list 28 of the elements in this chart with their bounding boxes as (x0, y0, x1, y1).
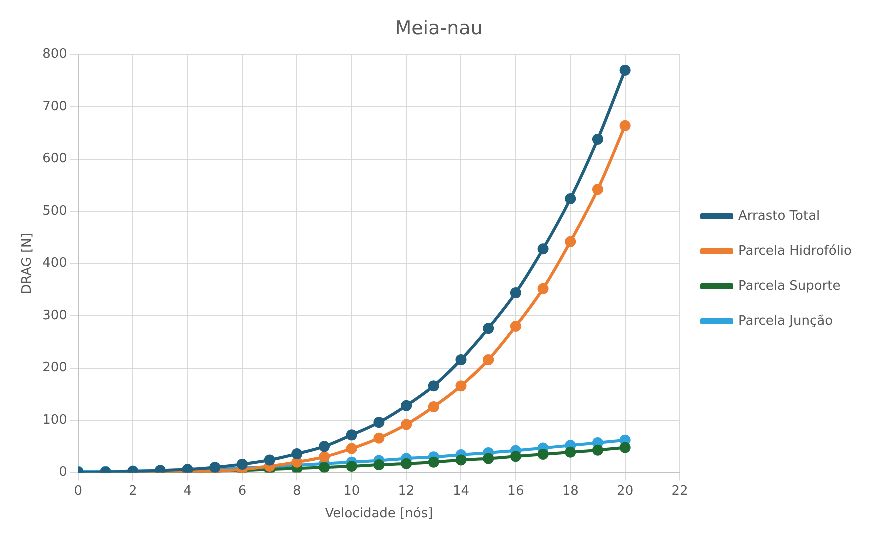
x-tick-label: 6 (238, 484, 247, 499)
y-tick-label: 100 (42, 412, 68, 428)
x-tick-label: 8 (293, 484, 302, 499)
y-tick-label: 800 (42, 47, 68, 62)
x-tick-label: 20 (617, 484, 634, 499)
x-tick-label: 0 (74, 484, 83, 499)
chart-title: Meia-nau (395, 17, 483, 40)
y-tick-label: 600 (42, 152, 68, 167)
x-tick-label: 2 (128, 484, 138, 499)
x-tick-label: 22 (672, 484, 688, 499)
y-tick-label: 400 (42, 256, 68, 272)
x-tick-label: 16 (508, 484, 524, 499)
x-tick-label: 12 (398, 484, 415, 499)
legend-label: Parcela Hidrofólio (738, 244, 852, 259)
x-tick-label: 18 (562, 484, 579, 499)
y-tick-label: 500 (42, 204, 68, 219)
y-tick-label: 300 (42, 308, 68, 324)
y-tick-label: 200 (42, 360, 68, 376)
x-tick-label: 4 (184, 484, 192, 499)
x-tick-label: 10 (344, 484, 360, 499)
y-tick-label: 0 (59, 465, 68, 480)
legend-label: Parcela Junção (738, 314, 834, 329)
y-tick-label: 700 (42, 99, 68, 114)
x-tick-label: 14 (452, 484, 470, 499)
legend-label: Parcela Suporte (738, 278, 841, 294)
y-axis-title: DRAG [N] (20, 233, 36, 294)
legend-label: Arrasto Total (738, 208, 820, 224)
x-axis-title: Velocidade [nós] (325, 506, 434, 522)
